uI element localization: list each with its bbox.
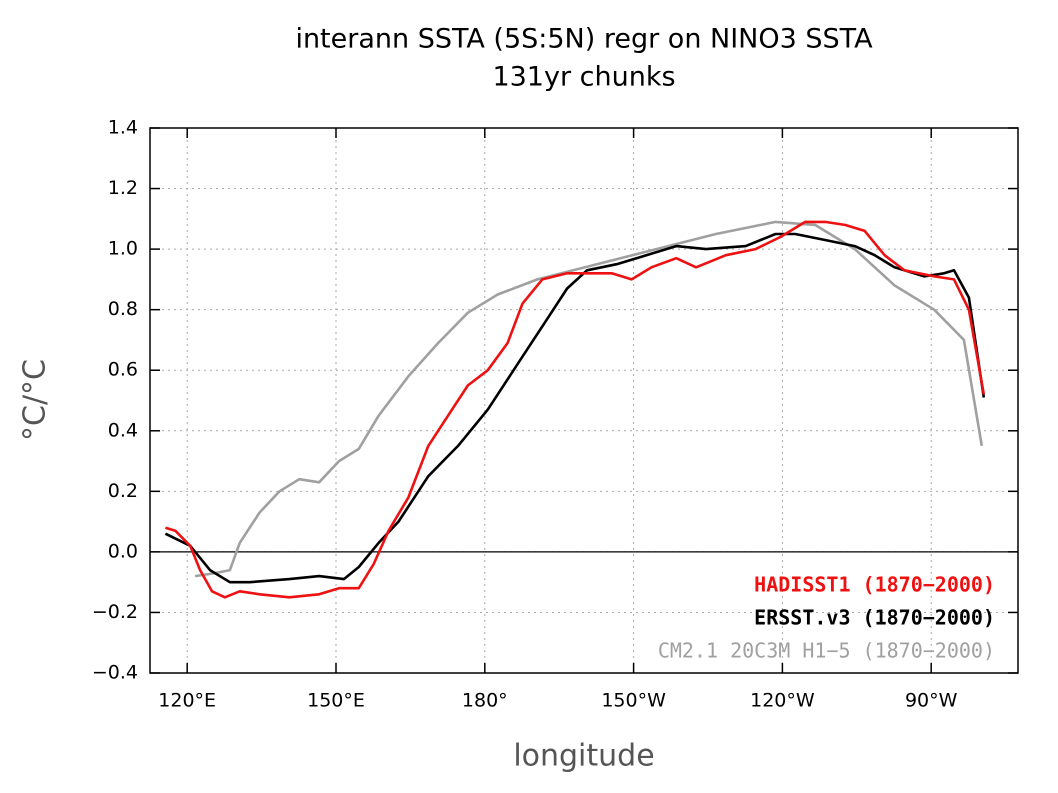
y-tick-label: 0.6: [108, 359, 138, 381]
plot-frame: [149, 127, 1019, 674]
legend-entry: ERSST.v3 (1870−2000): [754, 606, 995, 630]
series-line: [164, 232, 986, 584]
y-axis-label: °C/°C: [18, 359, 53, 441]
series-line: [165, 220, 986, 599]
y-tick-label: 0.8: [108, 298, 138, 320]
y-tick-label: 0.2: [108, 480, 138, 502]
legend-entry: HADISST1 (1870−2000): [754, 573, 995, 597]
x-tick-label: 90°W: [905, 690, 958, 712]
x-tick-label: 150°W: [601, 690, 666, 712]
series-line: [194, 220, 984, 578]
y-tick-label: −0.2: [92, 601, 138, 623]
chart-subtitle: 131yr chunks: [492, 62, 675, 93]
x-tick-label: 120°E: [158, 690, 216, 712]
x-axis-label: longitude: [513, 739, 654, 774]
chart-title: interann SSTA (5S:5N) regr on NINO3 SSTA: [295, 24, 873, 55]
y-tick-label: 1.0: [108, 238, 138, 260]
y-tick-label: 1.2: [108, 177, 138, 199]
y-tick-label: 0.4: [108, 419, 138, 441]
legend-entry: CM2.1 20C3M H1−5 (1870−2000): [658, 639, 995, 663]
x-tick-label: 120°W: [750, 690, 815, 712]
y-tick-label: 0.0: [108, 540, 138, 562]
x-tick-label: 180°: [462, 690, 508, 712]
y-tick-label: −0.4: [92, 662, 138, 684]
x-tick-label: 150°E: [307, 690, 365, 712]
y-tick-label: 1.4: [108, 117, 138, 139]
